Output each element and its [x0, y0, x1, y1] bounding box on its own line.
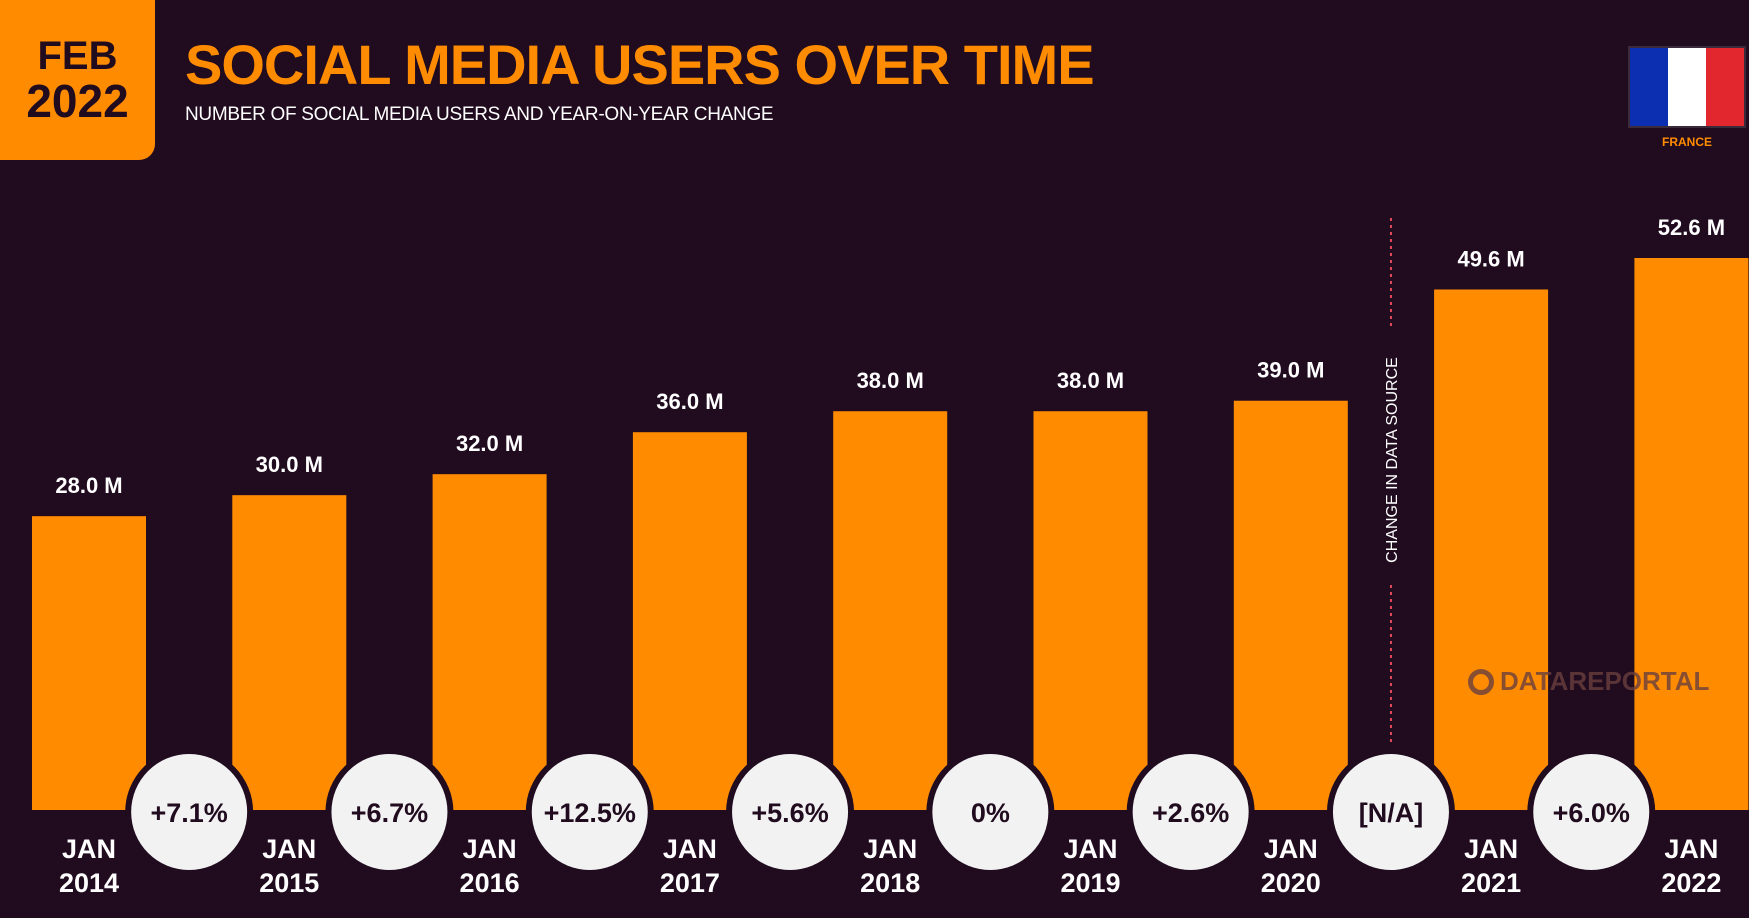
x-tick-label-month: JAN — [663, 834, 717, 864]
change-bubble — [932, 754, 1049, 870]
bar-value-label: 36.0 M — [656, 389, 723, 414]
x-tick-label-month: JAN — [1664, 834, 1718, 864]
change-label: +5.6% — [751, 798, 828, 828]
x-tick-label-year: 2016 — [460, 868, 520, 898]
bar-value-label: 38.0 M — [857, 368, 924, 393]
data-source-change-label: CHANGE IN DATA SOURCE — [1384, 357, 1401, 563]
bar-value-label: 38.0 M — [1057, 368, 1124, 393]
country-label: FRANCE — [1662, 135, 1712, 149]
change-bubble — [1132, 754, 1249, 870]
x-tick-label-year: 2014 — [59, 868, 119, 898]
france-flag-icon — [1628, 46, 1746, 128]
bar — [1634, 258, 1749, 810]
x-tick-label-year: 2018 — [860, 868, 920, 898]
x-tick-label-year: 2015 — [259, 868, 319, 898]
bar-value-label: 49.6 M — [1457, 246, 1524, 271]
change-label: [N/A] — [1359, 798, 1423, 828]
page-subtitle: NUMBER OF SOCIAL MEDIA USERS AND YEAR-ON… — [185, 104, 774, 125]
flag-stripe-blue — [1630, 48, 1668, 126]
bar — [833, 411, 948, 810]
x-tick-label-year: 2022 — [1661, 868, 1721, 898]
bar-value-label: 39.0 M — [1257, 358, 1324, 383]
x-tick-label-month: JAN — [1063, 834, 1117, 864]
bar — [1434, 289, 1549, 810]
bar-value-label: 28.0 M — [55, 473, 122, 498]
change-label: +2.6% — [1152, 798, 1229, 828]
bar — [632, 432, 747, 810]
page-title: SOCIAL MEDIA USERS OVER TIME — [185, 33, 1095, 96]
x-tick-label-month: JAN — [62, 834, 116, 864]
x-tick-label-year: 2020 — [1261, 868, 1321, 898]
bar-value-label: 32.0 M — [456, 431, 523, 456]
date-badge: FEB 2022 — [0, 0, 155, 160]
bar — [232, 495, 347, 810]
x-tick-label-month: JAN — [1264, 834, 1318, 864]
change-bubble — [131, 754, 248, 870]
x-tick-label-year: 2019 — [1060, 868, 1120, 898]
datareportal-logo-icon — [1468, 668, 1494, 695]
change-label: +6.7% — [351, 798, 428, 828]
change-label: +6.0% — [1553, 798, 1630, 828]
change-label: +12.5% — [544, 798, 636, 828]
x-tick-label-year: 2021 — [1461, 868, 1521, 898]
datareportal-watermark: DATAREPORTAL — [1468, 666, 1709, 697]
x-tick-label-month: JAN — [1464, 834, 1518, 864]
change-label: 0% — [971, 798, 1010, 828]
x-tick-label-month: JAN — [863, 834, 917, 864]
badge-year: 2022 — [26, 75, 129, 127]
change-bubble — [531, 754, 648, 870]
x-tick-label-year: 2017 — [660, 868, 720, 898]
change-bubble — [1533, 754, 1650, 870]
change-bubble — [1332, 754, 1449, 870]
bar-value-label: 52.6 M — [1658, 215, 1725, 240]
bar — [32, 516, 146, 810]
watermark-text: DATAREPORTAL — [1500, 666, 1710, 696]
flag-stripe-red — [1706, 48, 1744, 126]
flag-stripe-white — [1668, 48, 1706, 126]
change-label: +7.1% — [150, 798, 227, 828]
change-bubble — [331, 754, 448, 870]
x-tick-label-month: JAN — [262, 834, 316, 864]
badge-month: FEB — [37, 34, 118, 78]
change-bubble — [732, 754, 849, 870]
bar — [1233, 400, 1348, 810]
bar-value-label: 30.0 M — [256, 452, 323, 477]
bar — [1033, 411, 1148, 810]
x-tick-label-month: JAN — [463, 834, 517, 864]
bar — [432, 474, 547, 810]
